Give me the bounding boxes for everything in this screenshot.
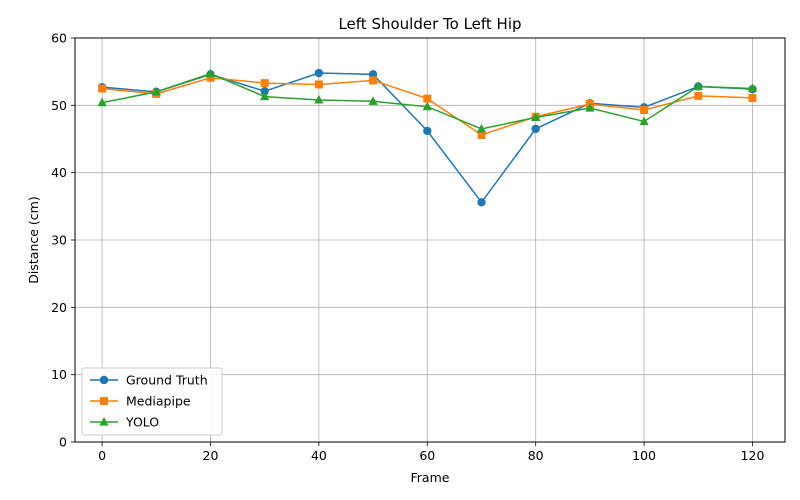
y-tick-label: 40 [51, 165, 67, 180]
data-point-yolo [531, 112, 541, 122]
legend: Ground Truth Mediapipe YOLO [81, 367, 223, 436]
data-point-yolo [368, 96, 378, 105]
data-point-mediapipe [314, 80, 323, 89]
data-point-ground-truth [531, 124, 540, 134]
data-point-yolo [151, 86, 161, 96]
data-point-mediapipe [694, 91, 703, 100]
data-point-ground-truth [423, 126, 432, 136]
data-point-ground-truth [314, 68, 324, 78]
legend-entry-ground-truth: Ground Truth [90, 373, 208, 388]
data-point-mediapipe [640, 106, 649, 115]
y-tick-label: 30 [51, 233, 67, 248]
x-tick-label: 20 [203, 448, 219, 463]
chart-title: Left Shoulder To Left Hip [338, 15, 521, 33]
y-tick-label: 50 [51, 98, 67, 113]
legend-entry-mediapipe: Mediapipe [90, 394, 191, 409]
y-tick-label: 20 [51, 300, 67, 315]
axis-ticks: 0 20 40 60 80 100 120 0 10 20 30 40 50 60 [51, 31, 764, 464]
data-point-yolo [97, 97, 107, 107]
x-tick-label: 60 [419, 448, 435, 463]
data-point-yolo [260, 91, 270, 101]
data-point-yolo [693, 81, 703, 91]
data-point-yolo [422, 101, 432, 111]
legend-label-mediapipe: Mediapipe [126, 394, 191, 409]
y-axis-label: Distance (cm) [26, 196, 41, 283]
legend-marker-yolo [99, 417, 109, 426]
data-point-yolo [205, 68, 216, 78]
legend-entry-yolo: YOLO [90, 415, 159, 430]
data-point-mediapipe [477, 130, 486, 139]
data-point-ground-truth [260, 86, 269, 96]
x-tick-label: 40 [311, 448, 327, 463]
data-point-mediapipe [369, 76, 378, 85]
x-tick-label: 100 [632, 448, 656, 463]
y-tick-label: 10 [51, 367, 67, 382]
x-tick-label: 120 [741, 448, 765, 463]
data-point-yolo [314, 94, 324, 104]
data-point-yolo [476, 123, 487, 133]
data-point-yolo [747, 83, 758, 93]
legend-marker-ground-truth [99, 375, 109, 385]
data-point-yolo [639, 116, 649, 126]
data-point-mediapipe [260, 79, 269, 88]
legend-box [81, 367, 223, 436]
data-point-mediapipe [423, 94, 432, 103]
y-tick-label: 60 [51, 31, 67, 46]
x-axis-label: Frame [411, 470, 450, 485]
legend-label-ground-truth: Ground Truth [126, 373, 208, 388]
data-point-mediapipe [98, 84, 107, 93]
x-tick-label: 0 [98, 448, 106, 463]
legend-label-yolo: YOLO [125, 415, 159, 430]
series-yolo [97, 68, 758, 133]
series-group [97, 68, 758, 207]
data-point-mediapipe [748, 93, 757, 102]
y-tick-label: 0 [59, 435, 67, 450]
legend-marker-mediapipe [100, 397, 108, 405]
x-tick-label: 80 [528, 448, 544, 463]
data-point-ground-truth [477, 198, 486, 207]
data-point-yolo [585, 103, 595, 112]
data-point-mediapipe [206, 73, 215, 82]
